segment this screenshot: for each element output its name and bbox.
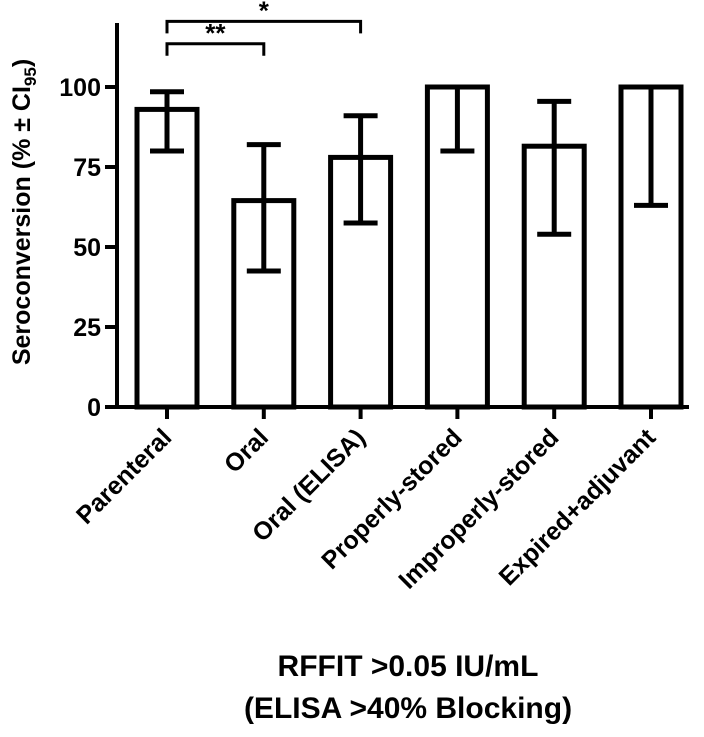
y-axis-label-subscript: 95 <box>21 67 40 86</box>
significance-bracket <box>165 19 363 34</box>
x-tick-label: Oral <box>219 423 274 478</box>
y-axis-label: Seroconversion (% ± CI95) <box>8 59 40 365</box>
y-axis: 0 25 50 75 100 <box>59 23 119 422</box>
significance-bracket <box>165 42 266 56</box>
y-tick-label: 50 <box>73 234 101 262</box>
y-axis-label-main: Seroconversion (% ± CI <box>8 86 36 365</box>
y-axis-label-close: ) <box>8 59 36 67</box>
significance-label: ** <box>205 18 226 48</box>
bar <box>134 106 200 410</box>
x-axis-label-line2: (ELISA >40% Blocking) <box>244 692 572 725</box>
x-tick-label: Parenteral <box>71 423 177 529</box>
y-tick-label: 0 <box>87 394 101 422</box>
y-tick-label: 75 <box>73 154 101 182</box>
significance-brackets: *** <box>165 0 363 56</box>
bars <box>134 84 684 410</box>
significance-label: * <box>259 0 270 25</box>
error-bars <box>150 84 668 274</box>
x-tick-label: Improperly-stored <box>393 423 564 594</box>
y-tick-label: 100 <box>59 74 101 102</box>
y-tick-label: 25 <box>73 314 101 342</box>
x-axis-label-line1: RFFIT >0.05 IU/mL <box>278 650 539 683</box>
